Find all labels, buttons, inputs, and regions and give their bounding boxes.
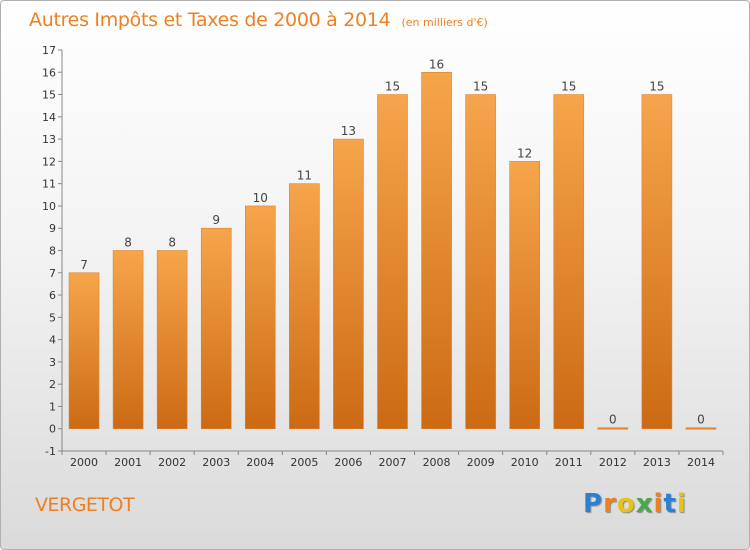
data-label-2004: 10 xyxy=(253,191,268,205)
y-tick-label: 12 xyxy=(42,155,56,168)
brand-logo-letter: P xyxy=(583,489,604,519)
y-tick-label: 6 xyxy=(49,289,56,302)
bar-2013 xyxy=(641,94,673,430)
x-tick-label-2005: 2005 xyxy=(290,456,318,469)
bar-2004 xyxy=(245,205,276,430)
data-label-2001: 8 xyxy=(124,236,132,250)
y-tick-label: 2 xyxy=(49,378,56,391)
data-label-2005: 11 xyxy=(297,169,312,183)
x-tick-label-2013: 2013 xyxy=(643,456,671,469)
brand-logo-letter: o xyxy=(616,489,636,519)
bar-2003 xyxy=(200,227,232,430)
y-tick-label: 10 xyxy=(42,200,56,213)
x-tick-label-2009: 2009 xyxy=(467,456,495,469)
bar-2001 xyxy=(112,250,144,430)
y-tick-label: 16 xyxy=(42,66,56,79)
y-tick-label: 8 xyxy=(49,245,56,258)
bar-2009 xyxy=(465,94,496,430)
y-tick-label: 9 xyxy=(49,222,56,235)
x-tick-label-2011: 2011 xyxy=(555,456,583,469)
data-label-2002: 8 xyxy=(168,236,176,250)
x-tick-label-2012: 2012 xyxy=(599,456,627,469)
data-label-2011: 15 xyxy=(561,80,576,94)
data-label-2012: 0 xyxy=(609,413,617,427)
x-tick-label-2010: 2010 xyxy=(511,456,539,469)
y-tick-label: 1 xyxy=(49,400,56,413)
x-tick-label-2003: 2003 xyxy=(202,456,230,469)
y-tick-label: 5 xyxy=(49,311,56,324)
brand-logo-letter: i xyxy=(653,489,664,519)
x-tick-label-2004: 2004 xyxy=(246,456,274,469)
chart-unit-label: (en milliers d'€) xyxy=(401,16,488,29)
bar-2014 xyxy=(685,427,717,430)
brand-logo-letter: x xyxy=(635,489,654,519)
brand-logo: Proxiti xyxy=(583,489,687,519)
chart-title: Autres Impôts et Taxes de 2000 à 2014 xyxy=(29,9,391,31)
y-tick-label: 14 xyxy=(42,111,56,124)
y-tick-label: 3 xyxy=(49,356,56,369)
bar-2006 xyxy=(333,138,364,430)
x-tick-label-2000: 2000 xyxy=(70,456,98,469)
data-label-2008: 16 xyxy=(429,57,444,71)
brand-logo-letter: r xyxy=(603,489,617,519)
y-tick-label: 11 xyxy=(42,178,56,191)
x-tick-label-2007: 2007 xyxy=(379,456,407,469)
y-tick-label: -1 xyxy=(45,445,56,458)
y-tick-label: 7 xyxy=(49,267,56,280)
bar-2005 xyxy=(289,183,320,430)
data-label-2010: 12 xyxy=(517,146,532,160)
bar-2002 xyxy=(156,250,188,430)
data-label-2014: 0 xyxy=(697,413,705,427)
data-label-2006: 13 xyxy=(341,124,356,138)
bar-2007 xyxy=(377,94,408,430)
bar-2010 xyxy=(509,161,541,430)
x-tick-label-2001: 2001 xyxy=(114,456,142,469)
brand-logo-letter: t xyxy=(663,489,677,519)
y-tick-label: 13 xyxy=(42,133,56,146)
bar-2012 xyxy=(597,427,629,430)
bar-2008 xyxy=(421,71,452,430)
chart-title-block: Autres Impôts et Taxes de 2000 à 2014 (e… xyxy=(29,9,488,31)
y-tick-label: 15 xyxy=(42,89,56,102)
brand-logo-letter: i xyxy=(676,489,687,519)
y-tick-label: 17 xyxy=(42,44,56,57)
data-label-2003: 9 xyxy=(212,213,220,227)
x-tick-label-2006: 2006 xyxy=(334,456,362,469)
y-tick-label: 4 xyxy=(49,334,56,347)
data-label-2000: 7 xyxy=(80,258,88,272)
data-label-2009: 15 xyxy=(473,80,488,94)
y-tick-label: 0 xyxy=(49,423,56,436)
data-label-2007: 15 xyxy=(385,80,400,94)
x-tick-label-2014: 2014 xyxy=(687,456,715,469)
bar-2000 xyxy=(68,272,100,430)
data-label-2013: 15 xyxy=(649,80,664,94)
place-label: VERGETOT xyxy=(35,494,135,516)
x-tick-label-2008: 2008 xyxy=(423,456,451,469)
bar-2011 xyxy=(553,94,585,430)
x-tick-label-2002: 2002 xyxy=(158,456,186,469)
